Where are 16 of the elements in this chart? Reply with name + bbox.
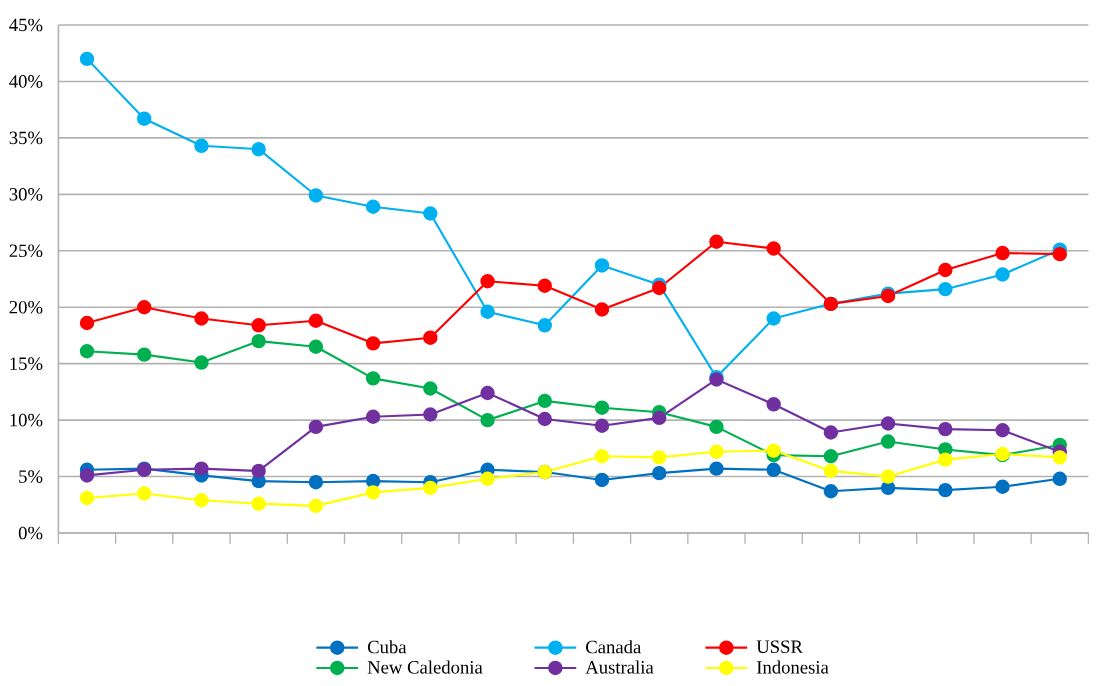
y-tick-label: 40%	[9, 75, 43, 88]
legend-label: New Caledonia	[367, 660, 483, 674]
y-tick-label: 25%	[9, 244, 43, 258]
y-tick-label: 0%	[18, 526, 43, 540]
legend-label: Australia	[585, 660, 654, 674]
legend-label: USSR	[756, 640, 803, 654]
y-tick-label: 45%	[9, 18, 43, 32]
y-tick-label: 10%	[10, 413, 43, 427]
y-tick-label: 20%	[9, 300, 43, 314]
y-tick-label: 35%	[9, 131, 43, 145]
legend-label: Canada	[586, 640, 642, 654]
y-tick-label: 15%	[10, 357, 43, 370]
y-tick-label: 5%	[19, 470, 43, 483]
legend-label: Indonesia	[756, 660, 829, 674]
legend-label: Cuba	[367, 640, 407, 654]
y-tick-label: 30%	[9, 188, 43, 201]
